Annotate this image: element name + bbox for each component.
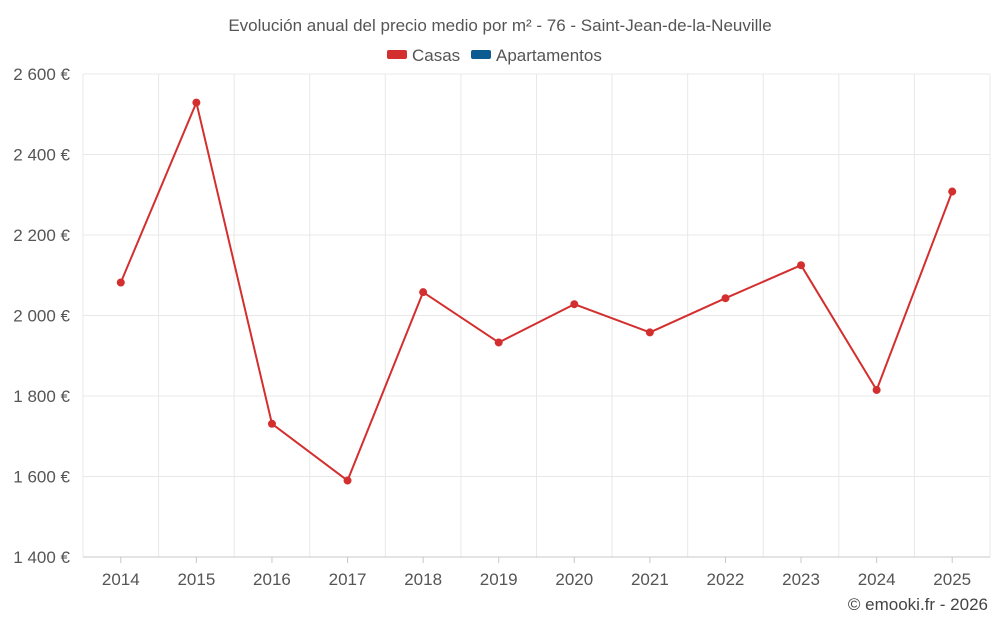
chart-title: Evolución anual del precio medio por m² … bbox=[228, 16, 771, 35]
grid bbox=[82, 73, 991, 558]
x-tick-label: 2017 bbox=[329, 570, 367, 589]
data-point-casas-2018[interactable] bbox=[419, 288, 428, 297]
x-tick-label: 2016 bbox=[253, 570, 291, 589]
y-tick-label: 2 000 € bbox=[13, 307, 70, 326]
data-point-casas-2017[interactable] bbox=[343, 476, 352, 485]
x-tick-label: 2014 bbox=[102, 570, 140, 589]
data-point-casas-2024[interactable] bbox=[872, 385, 881, 394]
y-tick-label: 1 800 € bbox=[13, 387, 70, 406]
x-tick-label: 2022 bbox=[707, 570, 745, 589]
data-point-casas-2020[interactable] bbox=[570, 300, 579, 309]
x-tick-label: 2023 bbox=[782, 570, 820, 589]
legend-swatch-apartamentos bbox=[471, 50, 491, 59]
data-point-casas-2025[interactable] bbox=[948, 187, 957, 196]
x-tick-label: 2021 bbox=[631, 570, 669, 589]
y-tick-label: 2 600 € bbox=[13, 65, 70, 84]
x-tick-label: 2020 bbox=[555, 570, 593, 589]
data-point-casas-2014[interactable] bbox=[116, 278, 125, 287]
data-point-casas-2021[interactable] bbox=[645, 328, 654, 337]
x-tick-label: 2019 bbox=[480, 570, 518, 589]
legend-item-casas[interactable]: Casas bbox=[387, 46, 460, 65]
data-point-casas-2019[interactable] bbox=[494, 338, 503, 347]
series-line-casas bbox=[119, 101, 954, 482]
y-tick-label: 1 600 € bbox=[13, 468, 70, 487]
legend-label-apartamentos: Apartamentos bbox=[496, 46, 602, 65]
x-tick-label: 2018 bbox=[404, 570, 442, 589]
legend-item-apartamentos[interactable]: Apartamentos bbox=[471, 46, 602, 65]
credit-text: © emooki.fr - 2026 bbox=[848, 595, 988, 614]
x-tick-label: 2025 bbox=[933, 570, 971, 589]
y-tick-label: 2 200 € bbox=[13, 226, 70, 245]
data-point-casas-2023[interactable] bbox=[797, 261, 806, 270]
y-tick-label: 1 400 € bbox=[13, 548, 70, 567]
legend-swatch-casas bbox=[387, 50, 407, 59]
x-axis-ticks: 2014 2015 2016 2017 2018 2019 2020 2021 2022 2023… bbox=[102, 557, 971, 589]
legend-label-casas: Casas bbox=[412, 46, 460, 65]
data-point-casas-2016[interactable] bbox=[267, 419, 276, 428]
y-axis-ticks: 1 400 € 1 600 € 1 800 € 2 000 € 2 200 € 2 400… bbox=[13, 65, 70, 567]
legend: Casas Apartamentos bbox=[387, 46, 602, 65]
data-point-casas-2015[interactable] bbox=[192, 98, 201, 107]
series-casas bbox=[116, 98, 957, 485]
x-tick-label: 2015 bbox=[177, 570, 215, 589]
data-point-casas-2022[interactable] bbox=[721, 294, 730, 303]
x-tick-label: 2024 bbox=[858, 570, 896, 589]
y-tick-label: 2 400 € bbox=[13, 146, 70, 165]
